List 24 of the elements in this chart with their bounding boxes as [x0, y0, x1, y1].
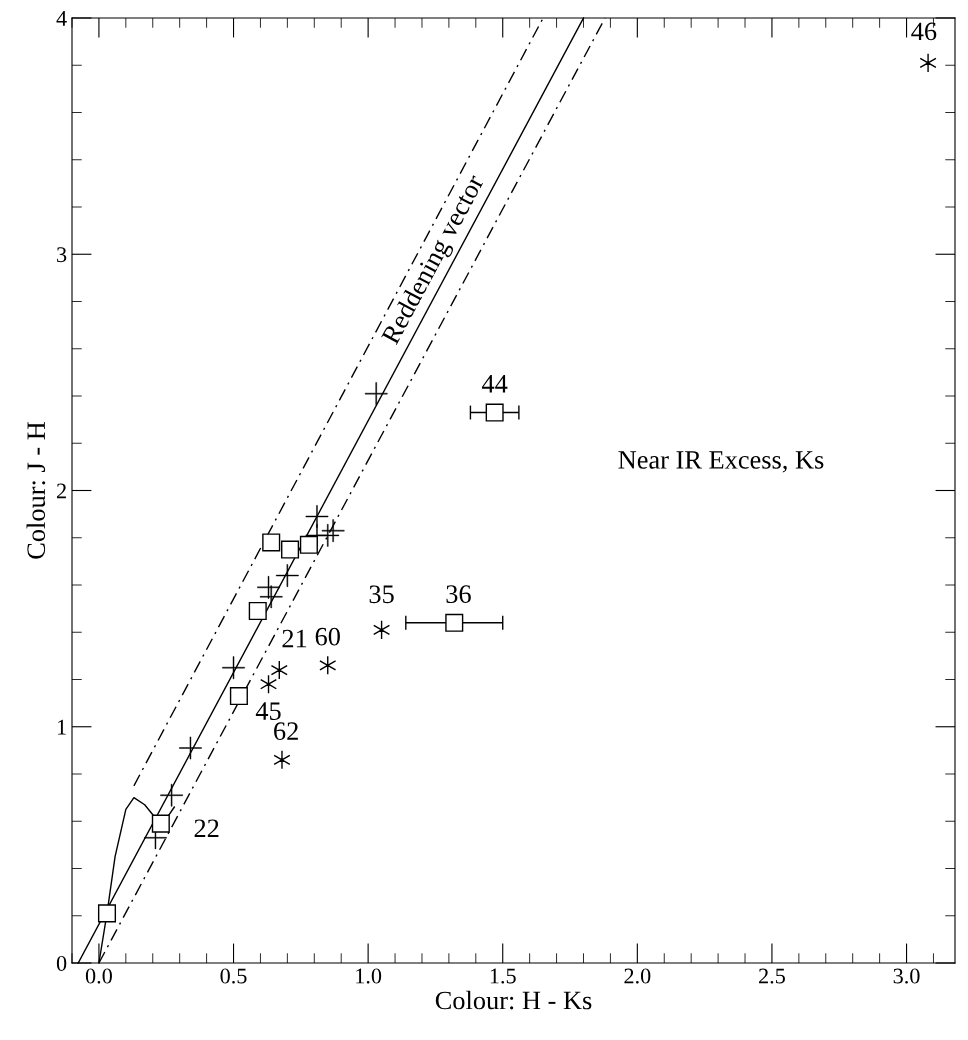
y-tick-label: 2	[57, 483, 66, 499]
x-tick-label: 3.0	[893, 968, 920, 984]
annotation: 36	[446, 585, 471, 604]
annotation: Near IR Excess, Ks	[618, 451, 824, 473]
x-tick-label: 1.5	[490, 968, 516, 984]
annotation: 62	[274, 722, 298, 741]
annotation: 60	[315, 627, 340, 646]
annotation: 22	[194, 819, 219, 837]
y-axis-title: Colour: J - H	[26, 422, 46, 559]
x-tick-label: 2.0	[624, 968, 651, 984]
y-tick-label: 0	[56, 955, 67, 971]
y-tick-label: 1	[57, 719, 66, 735]
annotation: 21	[282, 629, 307, 648]
annotation: 44	[481, 375, 508, 393]
x-axis-title: Colour: H - Ks	[435, 990, 592, 1010]
y-tick-label: 3	[57, 247, 67, 263]
x-tick-label: 0.5	[220, 968, 247, 984]
annotation: 35	[369, 585, 394, 604]
annotation: 46	[911, 22, 937, 41]
y-tick-label: 4	[56, 11, 67, 26]
x-tick-label: 2.5	[759, 968, 785, 984]
x-tick-label: 0.0	[85, 968, 112, 984]
annotation: 45	[255, 702, 281, 720]
x-tick-label: 1.0	[356, 968, 382, 984]
